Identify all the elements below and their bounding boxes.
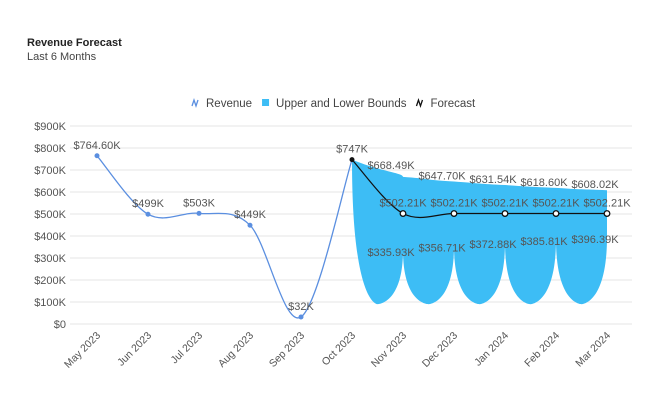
revenue-point [298, 314, 304, 320]
x-tick-label: Jun 2023 [115, 330, 154, 369]
y-tick-label: $900K [34, 121, 66, 133]
lower-bound-label: $335.93K [367, 247, 415, 259]
bounds-area [352, 159, 607, 305]
forecast-data-label: $502.21K [379, 198, 427, 210]
x-tick-label: Sep 2023 [267, 330, 307, 370]
y-tick-label: $700K [34, 165, 66, 177]
revenue-data-label: $503K [183, 197, 215, 209]
x-tick-label: Nov 2023 [369, 330, 409, 370]
revenue-data-label: $32K [288, 301, 314, 313]
revenue-line [96, 155, 353, 319]
lower-bound-label: $396.39K [571, 234, 619, 246]
upper-bound-label: $647.70K [418, 171, 466, 183]
forecast-point [399, 210, 407, 217]
x-tick-label: Jan 2024 [472, 330, 511, 369]
revenue-point [247, 222, 253, 228]
chart-title: Revenue Forecast [27, 37, 122, 49]
legend-line-icon [191, 97, 199, 109]
upper-bound-label: $631.54K [469, 174, 517, 186]
forecast-point [603, 210, 611, 217]
revenue-data-label: $764.60K [73, 140, 121, 152]
y-tick-label: $500K [34, 209, 66, 221]
x-tick-label: Jul 2023 [169, 330, 206, 367]
legend-label: Revenue [206, 98, 252, 110]
upper-bound-label: $608.02K [571, 179, 619, 191]
x-tick-label: May 2023 [62, 330, 103, 371]
upper-bound-label: $668.49K [367, 160, 415, 172]
revenue-data-label: $499K [132, 198, 164, 210]
y-tick-label: $300K [34, 253, 66, 265]
forecast-point [552, 210, 560, 217]
revenue-point [145, 211, 151, 217]
y-tick-label: $400K [34, 231, 66, 243]
y-tick-label: $600K [34, 187, 66, 199]
lower-bound-label: $372.88K [469, 239, 517, 251]
x-tick-label: Feb 2024 [522, 330, 562, 370]
revenue-point [196, 210, 202, 216]
forecast-data-label: $502.21K [583, 198, 631, 210]
x-tick-label: Mar 2024 [573, 330, 613, 370]
y-tick-label: $0 [54, 319, 66, 331]
lower-bound-label: $356.71K [418, 243, 466, 255]
y-tick-label: $200K [34, 275, 66, 287]
x-tick-label: Oct 2023 [319, 330, 358, 369]
revenue-data-label: $747K [336, 144, 368, 156]
chart-subtitle: Last 6 Months [27, 51, 97, 63]
x-tick-label: Dec 2023 [420, 330, 460, 370]
legend-label: Upper and Lower Bounds [276, 98, 407, 110]
revenue-data-label: $449K [234, 209, 266, 221]
x-tick-label: Aug 2023 [216, 330, 256, 370]
revenue-point [94, 153, 100, 159]
lower-bound-label: $385.81K [520, 236, 568, 248]
forecast-data-label: $502.21K [532, 198, 580, 210]
forecast-data-label: $502.21K [430, 198, 478, 210]
forecast-data-label: $502.21K [481, 198, 529, 210]
upper-bound-label: $618.60K [520, 177, 568, 189]
legend-label: Forecast [430, 98, 476, 110]
y-tick-label: $100K [34, 297, 66, 309]
legend-line-icon [415, 97, 424, 109]
legend-square-icon [262, 99, 270, 106]
y-tick-label: $800K [34, 143, 66, 155]
forecast-point [501, 210, 509, 217]
revenue-point [349, 157, 355, 163]
forecast-point [450, 210, 458, 217]
